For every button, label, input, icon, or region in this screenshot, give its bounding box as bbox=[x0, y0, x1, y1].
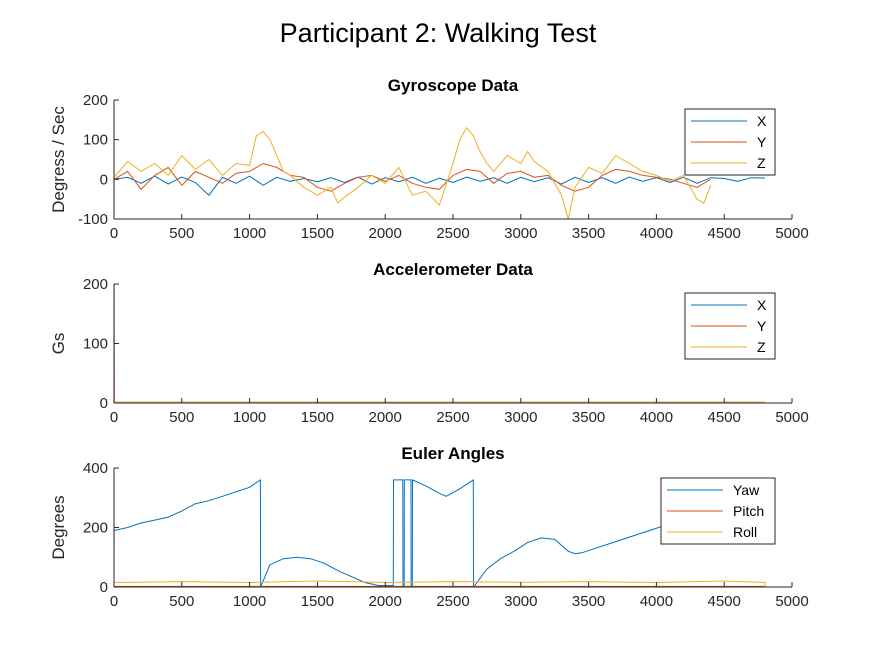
panel-title: Accelerometer Data bbox=[373, 260, 533, 279]
figure-title: Participant 2: Walking Test bbox=[280, 18, 597, 48]
panel-title: Gyroscope Data bbox=[388, 76, 519, 95]
panel-title: Euler Angles bbox=[401, 444, 504, 463]
series-line-y bbox=[114, 162, 711, 192]
x-tick-label: 500 bbox=[169, 593, 194, 610]
x-tick-label: 2000 bbox=[369, 225, 402, 242]
series-lines bbox=[114, 126, 765, 219]
y-axis-label: Degrees bbox=[49, 495, 68, 559]
series-line-y bbox=[114, 284, 765, 403]
x-tick-label: 4500 bbox=[708, 225, 741, 242]
y-axis-label: Degress / Sec bbox=[49, 106, 68, 213]
x-tick-label: 2000 bbox=[369, 593, 402, 610]
x-tick-label: 0 bbox=[110, 225, 118, 242]
x-tick-label: 1500 bbox=[301, 225, 334, 242]
x-tick-label: 2500 bbox=[436, 593, 469, 610]
x-tick-label: 4000 bbox=[640, 225, 673, 242]
legend-label-y: Y bbox=[757, 134, 767, 150]
x-tick-label: 4000 bbox=[640, 409, 673, 426]
x-tick-label: 2500 bbox=[436, 225, 469, 242]
x-tick-label: 4500 bbox=[708, 409, 741, 426]
y-tick-label: 200 bbox=[83, 92, 108, 109]
legend-label-z: Z bbox=[757, 155, 766, 171]
series-line-yaw bbox=[114, 478, 664, 587]
x-tick-label: 500 bbox=[169, 409, 194, 426]
y-tick-label: -100 bbox=[78, 211, 108, 228]
y-tick-label: 200 bbox=[83, 276, 108, 293]
x-tick-label: 3000 bbox=[504, 409, 537, 426]
x-tick-label: 2500 bbox=[436, 409, 469, 426]
x-tick-label: 3500 bbox=[572, 409, 605, 426]
x-tick-label: 1000 bbox=[233, 593, 266, 610]
legend-label-x: X bbox=[757, 113, 767, 129]
x-tick-label: 1500 bbox=[301, 593, 334, 610]
y-tick-label: 0 bbox=[100, 395, 108, 412]
x-tick-label: 4000 bbox=[640, 593, 673, 610]
x-tick-label: 4500 bbox=[708, 593, 741, 610]
legend-label-x: X bbox=[757, 297, 767, 313]
y-tick-label: 100 bbox=[83, 336, 108, 353]
x-tick-label: 5000 bbox=[775, 409, 808, 426]
x-tick-label: 0 bbox=[110, 593, 118, 610]
legend: XYZ bbox=[684, 292, 776, 360]
series-lines bbox=[114, 284, 765, 403]
x-tick-label: 3000 bbox=[504, 593, 537, 610]
y-tick-label: 0 bbox=[100, 171, 108, 188]
x-tick-label: 1000 bbox=[233, 409, 266, 426]
legend-label-roll: Roll bbox=[733, 524, 757, 540]
legend-label-y: Y bbox=[757, 318, 767, 334]
x-tick-label: 3000 bbox=[504, 225, 537, 242]
x-tick-label: 500 bbox=[169, 225, 194, 242]
y-tick-label: 0 bbox=[100, 579, 108, 596]
legend: XYZ bbox=[684, 108, 776, 176]
x-tick-label: 5000 bbox=[775, 225, 808, 242]
legend-label-yaw: Yaw bbox=[733, 482, 760, 498]
legend-label-z: Z bbox=[757, 339, 766, 355]
legend: Yaw Pitch Roll bbox=[660, 477, 776, 545]
series-line-roll bbox=[114, 580, 766, 587]
x-tick-label: 5000 bbox=[775, 593, 808, 610]
x-tick-label: 1000 bbox=[233, 225, 266, 242]
y-tick-label: 100 bbox=[83, 132, 108, 149]
legend-label-pitch: Pitch bbox=[733, 503, 764, 519]
y-tick-label: 400 bbox=[83, 460, 108, 477]
y-axis-label: Gs bbox=[49, 333, 68, 355]
x-tick-label: 3500 bbox=[572, 593, 605, 610]
x-tick-label: 2000 bbox=[369, 409, 402, 426]
series-line-z bbox=[114, 126, 712, 219]
x-tick-label: 0 bbox=[110, 409, 118, 426]
y-tick-label: 200 bbox=[83, 520, 108, 537]
x-tick-label: 3500 bbox=[572, 225, 605, 242]
x-tick-label: 1500 bbox=[301, 409, 334, 426]
